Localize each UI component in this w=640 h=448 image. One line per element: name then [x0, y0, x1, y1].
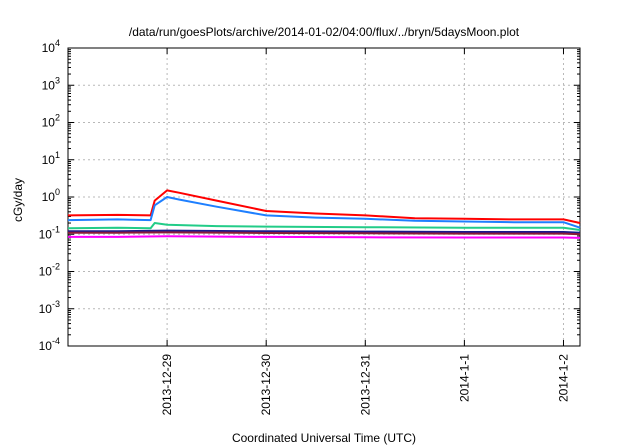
series-line-2 [67, 196, 581, 229]
x-axis-label: Coordinated Universal Time (UTC) [232, 431, 416, 445]
series-line-6 [68, 235, 581, 239]
y-tick-label: 103 [42, 75, 60, 92]
y-tick-label: 102 [42, 113, 60, 130]
x-axis-ticks: 2013-12-29 2013-12-30 2013-12-31 2014-1-1 20… [160, 48, 570, 415]
x-tick-label: 2014-1-2 [556, 354, 570, 402]
y-tick-label: 100 [42, 187, 60, 204]
chart-title: /data/run/goesPlots/archive/2014-01-02/0… [129, 25, 520, 39]
y-axis-label: cGy/day [11, 178, 25, 222]
y-tick-label: 10-1 [39, 224, 60, 241]
series-line-4 [68, 229, 581, 234]
y-tick-label: 10-2 [39, 262, 60, 279]
series-line-5 [68, 231, 581, 236]
x-tick-label: 2013-12-31 [358, 354, 372, 416]
y-tick-label: 104 [42, 38, 60, 55]
x-tick-label: 2013-12-30 [259, 354, 273, 416]
x-tick-label: 2013-12-29 [160, 354, 174, 416]
grid-lines [68, 48, 580, 346]
y-axis-ticks: 104 103 102 101 100 10-1 10-2 10-3 10-4 [39, 38, 580, 353]
series-line-3 [67, 222, 581, 231]
data-series [67, 189, 581, 239]
x-tick-label: 2014-1-1 [457, 354, 471, 402]
series-line-1 [67, 189, 581, 224]
y-tick-label: 101 [42, 150, 60, 167]
y-tick-label: 10-3 [39, 299, 60, 316]
y-tick-label: 10-4 [39, 336, 60, 353]
